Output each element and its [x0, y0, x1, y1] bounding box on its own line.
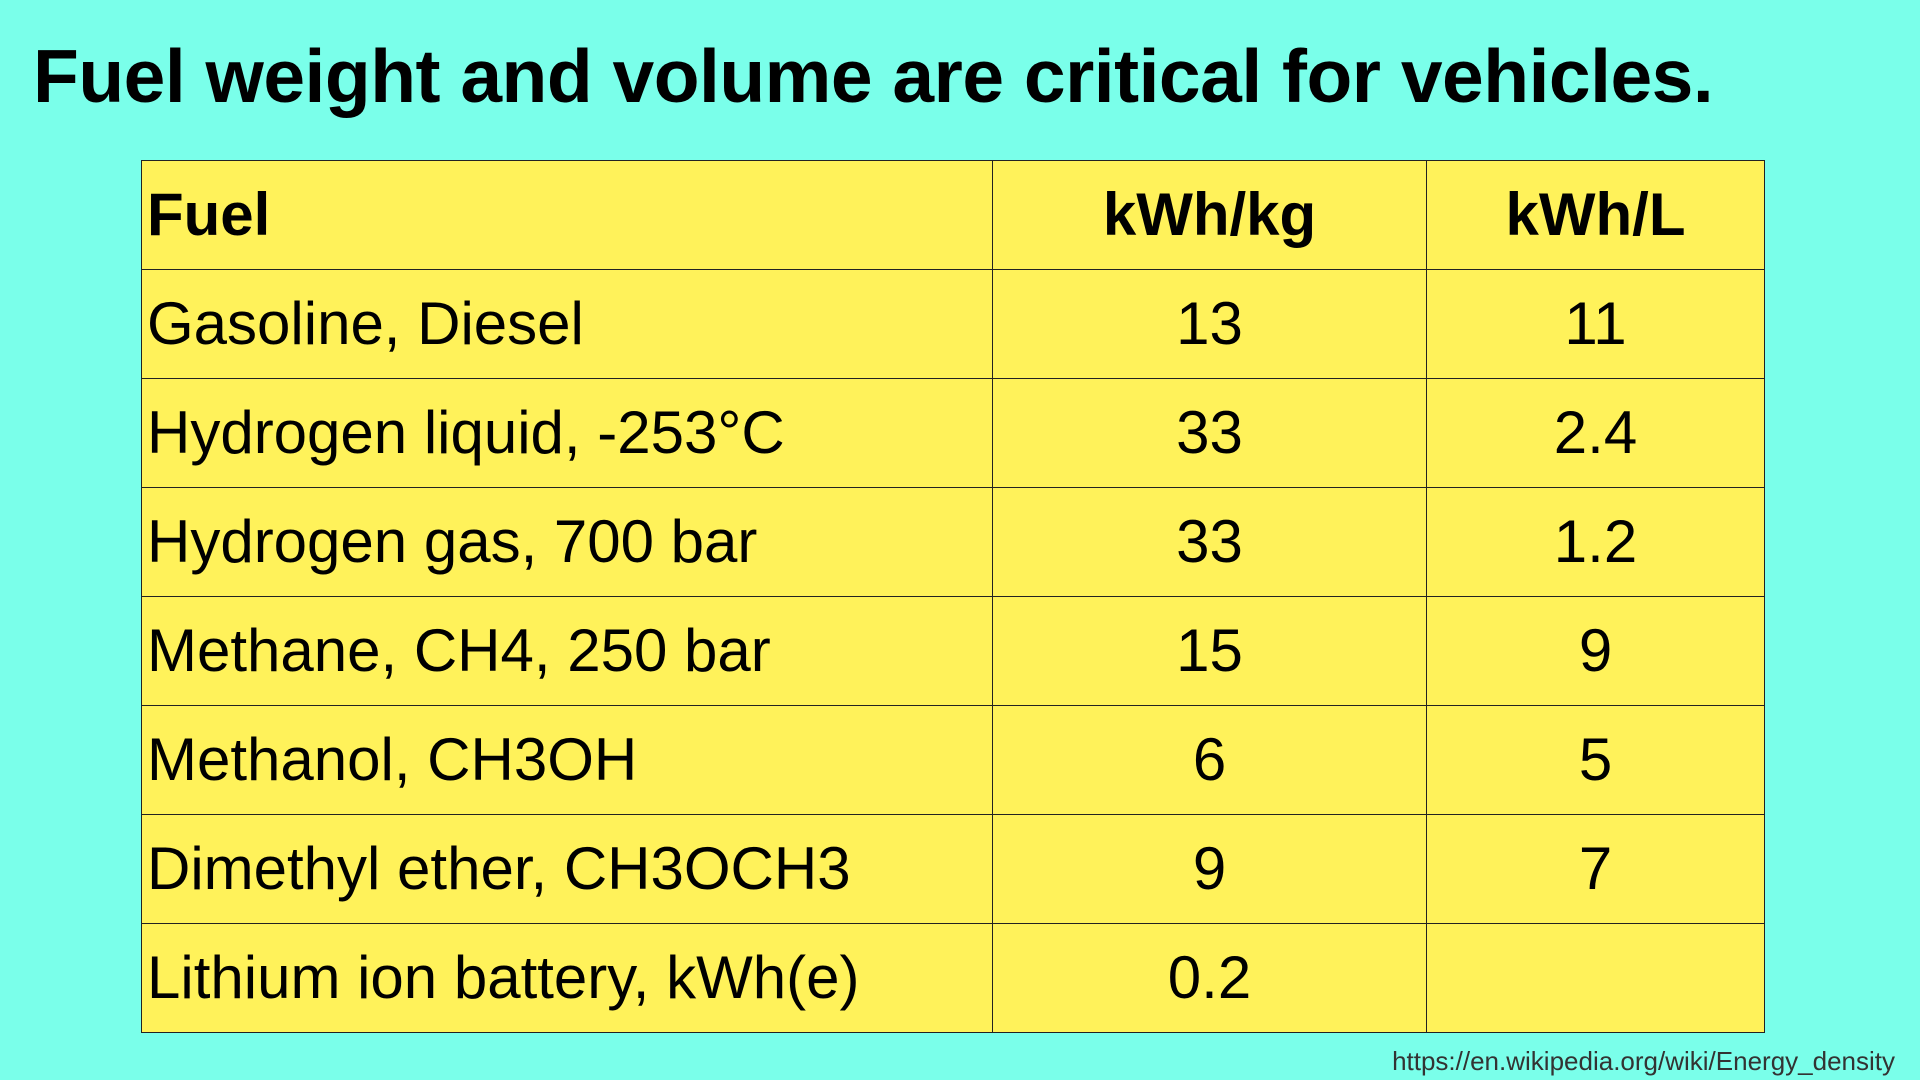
fuel-energy-table: Fuel kWh/kg kWh/L Gasoline, Diesel 13 11… [141, 160, 1765, 1033]
fuel-cell: Methanol, CH3OH [141, 705, 993, 815]
kwh-per-l-cell [1426, 923, 1765, 1033]
header-fuel: Fuel [141, 160, 993, 270]
kwh-per-l-cell: 11 [1426, 269, 1765, 379]
table-row: Hydrogen gas, 700 bar 33 1.2 [141, 487, 1765, 597]
table-row: Gasoline, Diesel 13 11 [141, 269, 1765, 379]
kwh-per-kg-cell: 9 [992, 814, 1427, 924]
header-kwh-per-kg: kWh/kg [992, 160, 1427, 270]
kwh-per-l-cell: 2.4 [1426, 378, 1765, 488]
kwh-per-l-cell: 1.2 [1426, 487, 1765, 597]
kwh-per-kg-cell: 13 [992, 269, 1427, 379]
table-row: Methane, CH4, 250 bar 15 9 [141, 596, 1765, 706]
fuel-cell: Methane, CH4, 250 bar [141, 596, 993, 706]
kwh-per-l-cell: 5 [1426, 705, 1765, 815]
kwh-per-kg-cell: 33 [992, 487, 1427, 597]
kwh-per-l-cell: 7 [1426, 814, 1765, 924]
fuel-cell: Lithium ion battery, kWh(e) [141, 923, 993, 1033]
slide-title: Fuel weight and volume are critical for … [33, 34, 1714, 118]
header-kwh-per-l: kWh/L [1426, 160, 1765, 270]
fuel-cell: Hydrogen gas, 700 bar [141, 487, 993, 597]
kwh-per-kg-cell: 0.2 [992, 923, 1427, 1033]
fuel-cell: Gasoline, Diesel [141, 269, 993, 379]
table-row: Dimethyl ether, CH3OCH3 9 7 [141, 814, 1765, 924]
fuel-cell: Dimethyl ether, CH3OCH3 [141, 814, 993, 924]
source-url[interactable]: https://en.wikipedia.org/wiki/Energy_den… [1392, 1046, 1895, 1076]
table-row: Methanol, CH3OH 6 5 [141, 705, 1765, 815]
kwh-per-kg-cell: 6 [992, 705, 1427, 815]
kwh-per-l-cell: 9 [1426, 596, 1765, 706]
table-header-row: Fuel kWh/kg kWh/L [141, 160, 1765, 270]
kwh-per-kg-cell: 15 [992, 596, 1427, 706]
table-row: Lithium ion battery, kWh(e) 0.2 [141, 923, 1765, 1033]
fuel-cell: Hydrogen liquid, -253°C [141, 378, 993, 488]
table-row: Hydrogen liquid, -253°C 33 2.4 [141, 378, 1765, 488]
kwh-per-kg-cell: 33 [992, 378, 1427, 488]
